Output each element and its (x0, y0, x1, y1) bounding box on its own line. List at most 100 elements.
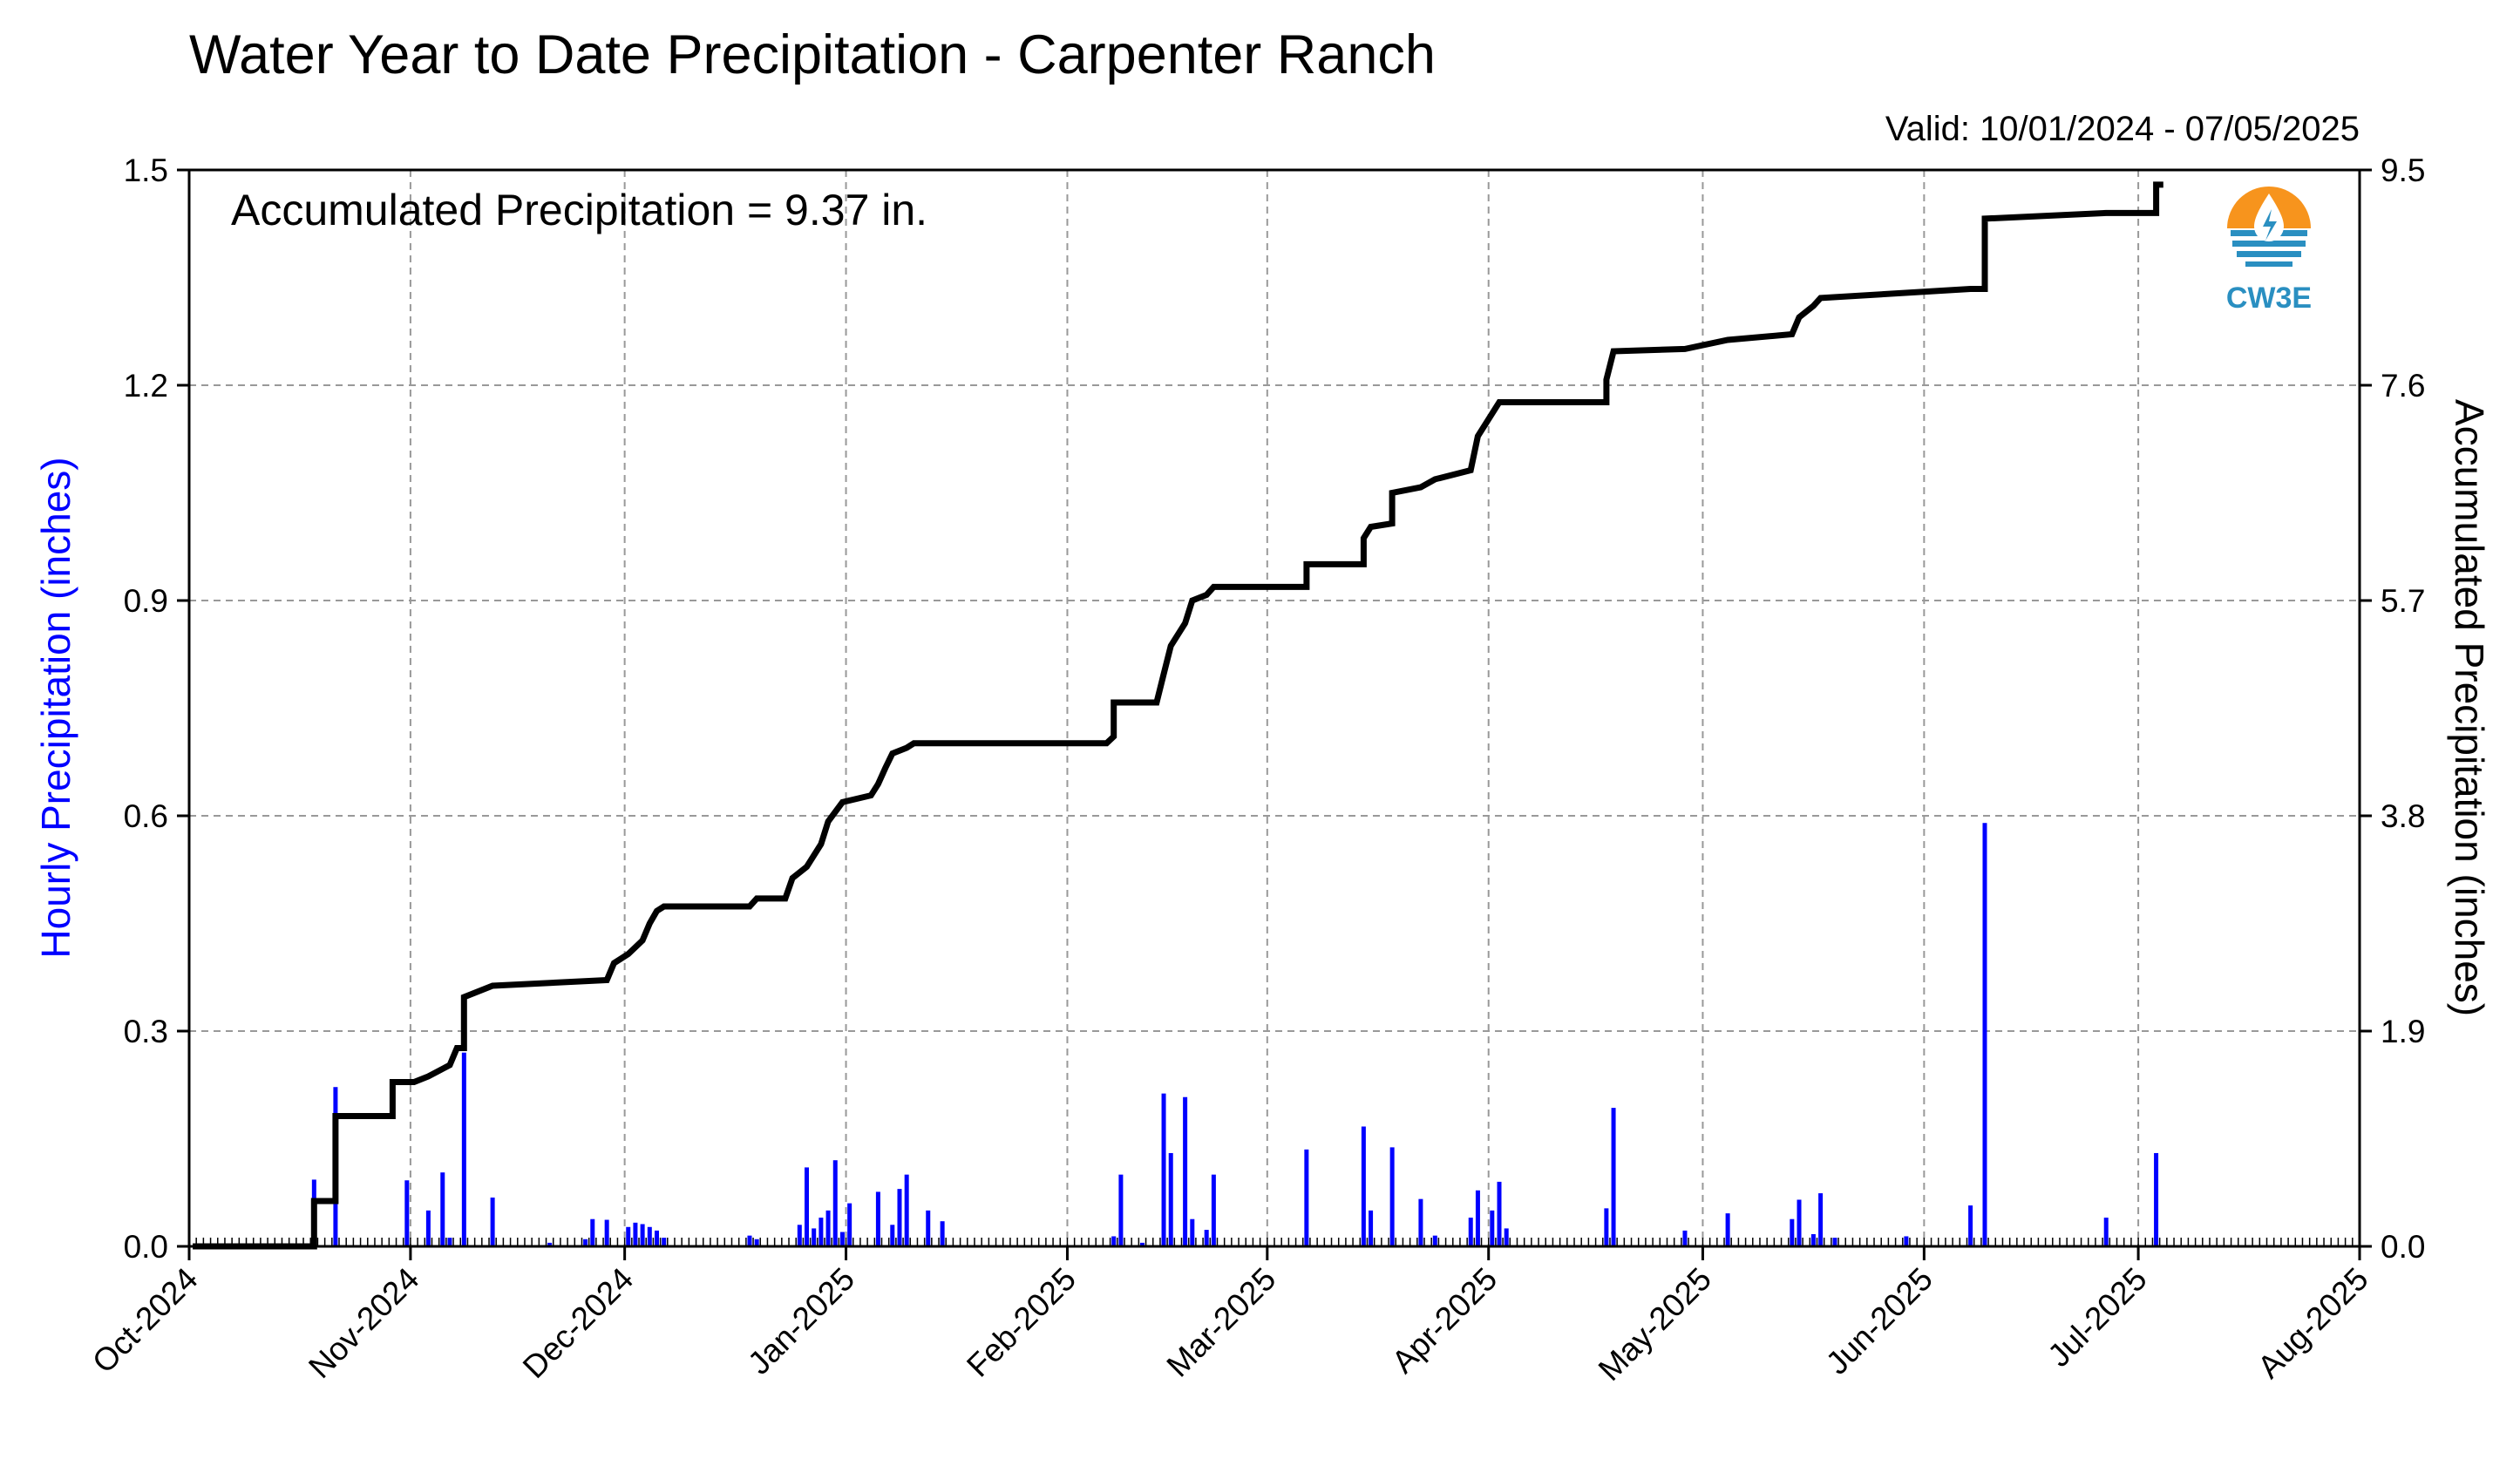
hourly-bar (1490, 1210, 1495, 1246)
hourly-bar (875, 1191, 880, 1246)
hourly-bar (1790, 1218, 1795, 1246)
hourly-bar (1204, 1230, 1209, 1246)
hourly-bar (1832, 1238, 1837, 1246)
hourly-bar (805, 1167, 810, 1246)
valid-range: Valid: 10/01/2024 - 07/05/2025 (1885, 110, 2360, 148)
hourly-bar (1118, 1174, 1124, 1246)
hourly-bar (640, 1224, 645, 1246)
x-tick-label: Mar-2025 (1159, 1261, 1282, 1384)
hourly-bar (1497, 1181, 1502, 1246)
y-left-tick-label: 0.6 (124, 798, 168, 834)
y-left-tick-label: 1.2 (124, 368, 168, 404)
x-tick-label: Jan-2025 (741, 1261, 861, 1381)
x-tick-label: Nov-2024 (302, 1261, 425, 1385)
hourly-bar (797, 1225, 802, 1246)
y-left-tick-label: 0.3 (124, 1014, 168, 1049)
hourly-bar (461, 1052, 466, 1246)
hourly-bar (425, 1210, 431, 1246)
hourly-bar (1475, 1190, 1480, 1246)
y-right-tick-label: 1.9 (2381, 1014, 2425, 1049)
x-tick-label: Apr-2025 (1385, 1261, 1505, 1381)
hourly-bar (1183, 1096, 1188, 1246)
hourly-bar (1725, 1213, 1730, 1246)
x-tick-label: Jul-2025 (2041, 1261, 2153, 1374)
y-right-tick-label: 3.8 (2381, 798, 2425, 834)
hourly-bar (1161, 1093, 1166, 1246)
hourly-bar (832, 1160, 838, 1246)
gridlines (189, 170, 2360, 1246)
y-left-tick-label: 0.9 (124, 583, 168, 619)
x-tick-label: Oct-2024 (85, 1261, 205, 1381)
hourly-bar (747, 1235, 752, 1246)
hourly-bar (1211, 1174, 1216, 1246)
accumulated-annotation: Accumulated Precipitation = 9.37 in. (231, 186, 927, 234)
hourly-bar (1810, 1234, 1816, 1246)
hourly-bar (1904, 1236, 1909, 1246)
hourly-bar (1818, 1193, 1824, 1246)
hourly-bar (1504, 1228, 1509, 1246)
accumulated-line (193, 181, 2163, 1250)
hourly-bar (647, 1226, 652, 1246)
hourly-bar (1168, 1152, 1173, 1246)
axes: 0.0 0.3 0.6 0.9 1.2 1.5 0.0 1.9 3.8 5.7 7.6 9.5 Oct-… (85, 153, 2425, 1388)
hourly-bar (926, 1210, 931, 1246)
hourly-bar (839, 1232, 845, 1246)
hourly-bar (940, 1221, 945, 1246)
y-right-tick-label: 0.0 (2381, 1229, 2425, 1265)
logo-text: CW3E (2226, 282, 2312, 315)
hourly-bar (2103, 1218, 2109, 1246)
y-axis-label-right: Accumulated Precipitation (inches) (2447, 399, 2492, 1016)
hourly-bar (1682, 1230, 1688, 1246)
hourly-bar (1111, 1236, 1117, 1246)
hourly-bar (904, 1174, 909, 1246)
hourly-bar (626, 1226, 631, 1246)
x-tick-label: Feb-2025 (960, 1261, 1083, 1384)
hourly-bar (662, 1238, 667, 1246)
hourly-bar (590, 1218, 595, 1246)
plot-frame (187, 168, 2361, 1248)
chart-title: Water Year to Date Precipitation - Carpe… (189, 24, 1436, 85)
cw3e-logo: CW3E (2226, 187, 2312, 315)
hourly-bar (897, 1189, 902, 1246)
hourly-bar (1361, 1126, 1366, 1246)
x-tick-label: Jun-2025 (1819, 1261, 1939, 1381)
y-right-tick-label: 5.7 (2381, 583, 2425, 619)
hourly-bar (1604, 1208, 1609, 1246)
hourly-bar (1389, 1147, 1395, 1246)
hourly-bar (818, 1218, 824, 1246)
hourly-bar (1982, 823, 1987, 1246)
hourly-bar (1797, 1199, 1802, 1246)
y-left-tick-label: 0.0 (124, 1229, 168, 1265)
hourly-bar (440, 1172, 445, 1246)
y-axis-label-left: Hourly Precipitation (inches) (33, 457, 78, 958)
hourly-bar (812, 1228, 817, 1246)
hourly-bar (633, 1222, 638, 1246)
hourly-bar (654, 1230, 659, 1246)
hourly-bar (1418, 1198, 1423, 1246)
hourly-bar (1369, 1210, 1374, 1246)
hourly-bar (1190, 1218, 1195, 1246)
hourly-bar (447, 1238, 452, 1246)
hourly-bar (490, 1198, 495, 1246)
hourly-bar (604, 1219, 609, 1246)
x-tick-label: Aug-2025 (2251, 1261, 2374, 1385)
hourly-bar (1432, 1235, 1437, 1246)
hourly-bar (754, 1239, 759, 1246)
hourly-bar (547, 1242, 553, 1246)
hourly-bar (583, 1239, 588, 1246)
hourly-bars (311, 823, 2159, 1246)
hourly-bar (1139, 1242, 1145, 1246)
hourly-bar (404, 1180, 410, 1246)
minor-ticks (188, 1238, 2360, 1246)
hourly-bar (1468, 1218, 1473, 1246)
x-tick-label: May-2025 (1592, 1261, 1718, 1388)
hourly-bar (847, 1203, 852, 1246)
hourly-bar (1611, 1108, 1616, 1246)
y-left-tick-label: 1.5 (124, 153, 168, 188)
hourly-bar (890, 1225, 895, 1246)
hourly-bar (2154, 1152, 2159, 1246)
y-right-tick-label: 7.6 (2381, 368, 2425, 404)
x-tick-label: Dec-2024 (516, 1261, 640, 1385)
hourly-bar (1304, 1149, 1309, 1246)
